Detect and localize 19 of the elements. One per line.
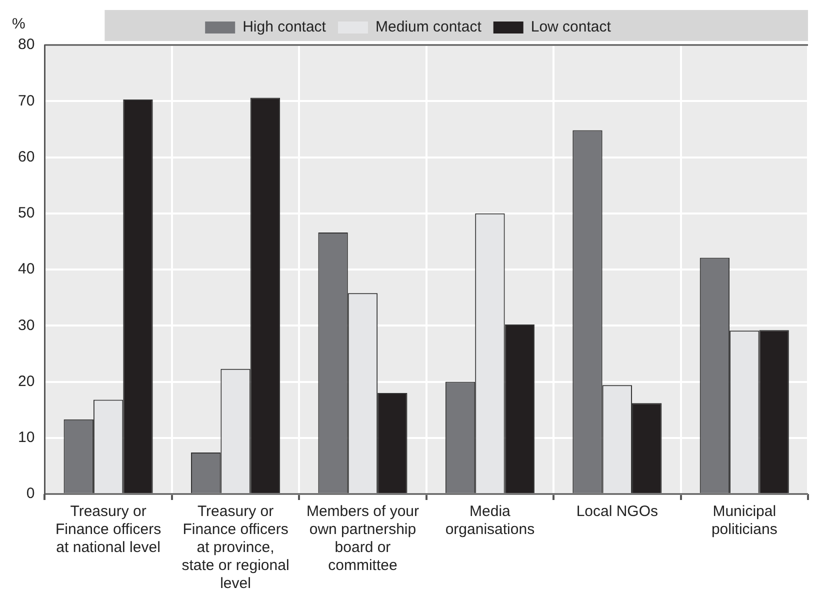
legend-label: High contact bbox=[242, 18, 327, 36]
y-tick-label: 50 bbox=[18, 204, 35, 222]
y-tick-label: 10 bbox=[18, 429, 35, 446]
x-tick-label: Treasury or Finance officers at national level bbox=[55, 503, 162, 556]
x-tick-label: Media organisations bbox=[445, 503, 535, 538]
y-tick-label: 30 bbox=[18, 316, 35, 334]
y-axis-title: % bbox=[12, 16, 26, 33]
x-tick-label: Treasury or Finance officers at province, state or regional level bbox=[182, 503, 290, 592]
y-tick-label: 40 bbox=[18, 260, 35, 278]
y-tick-label: 0 bbox=[26, 485, 35, 502]
legend-label: Medium contact bbox=[375, 18, 482, 36]
x-tick-label: Local NGOs bbox=[576, 503, 658, 520]
x-tick-label: Municipal politicians bbox=[711, 503, 778, 538]
y-tick-label: 70 bbox=[18, 92, 35, 110]
y-tick-label: 20 bbox=[18, 372, 35, 390]
y-tick-label: 60 bbox=[18, 148, 35, 166]
y-tick-label: 80 bbox=[18, 36, 35, 54]
legend-label: Low contact bbox=[530, 18, 612, 36]
x-tick-label: Members of your own partnership board or committee bbox=[306, 503, 420, 574]
